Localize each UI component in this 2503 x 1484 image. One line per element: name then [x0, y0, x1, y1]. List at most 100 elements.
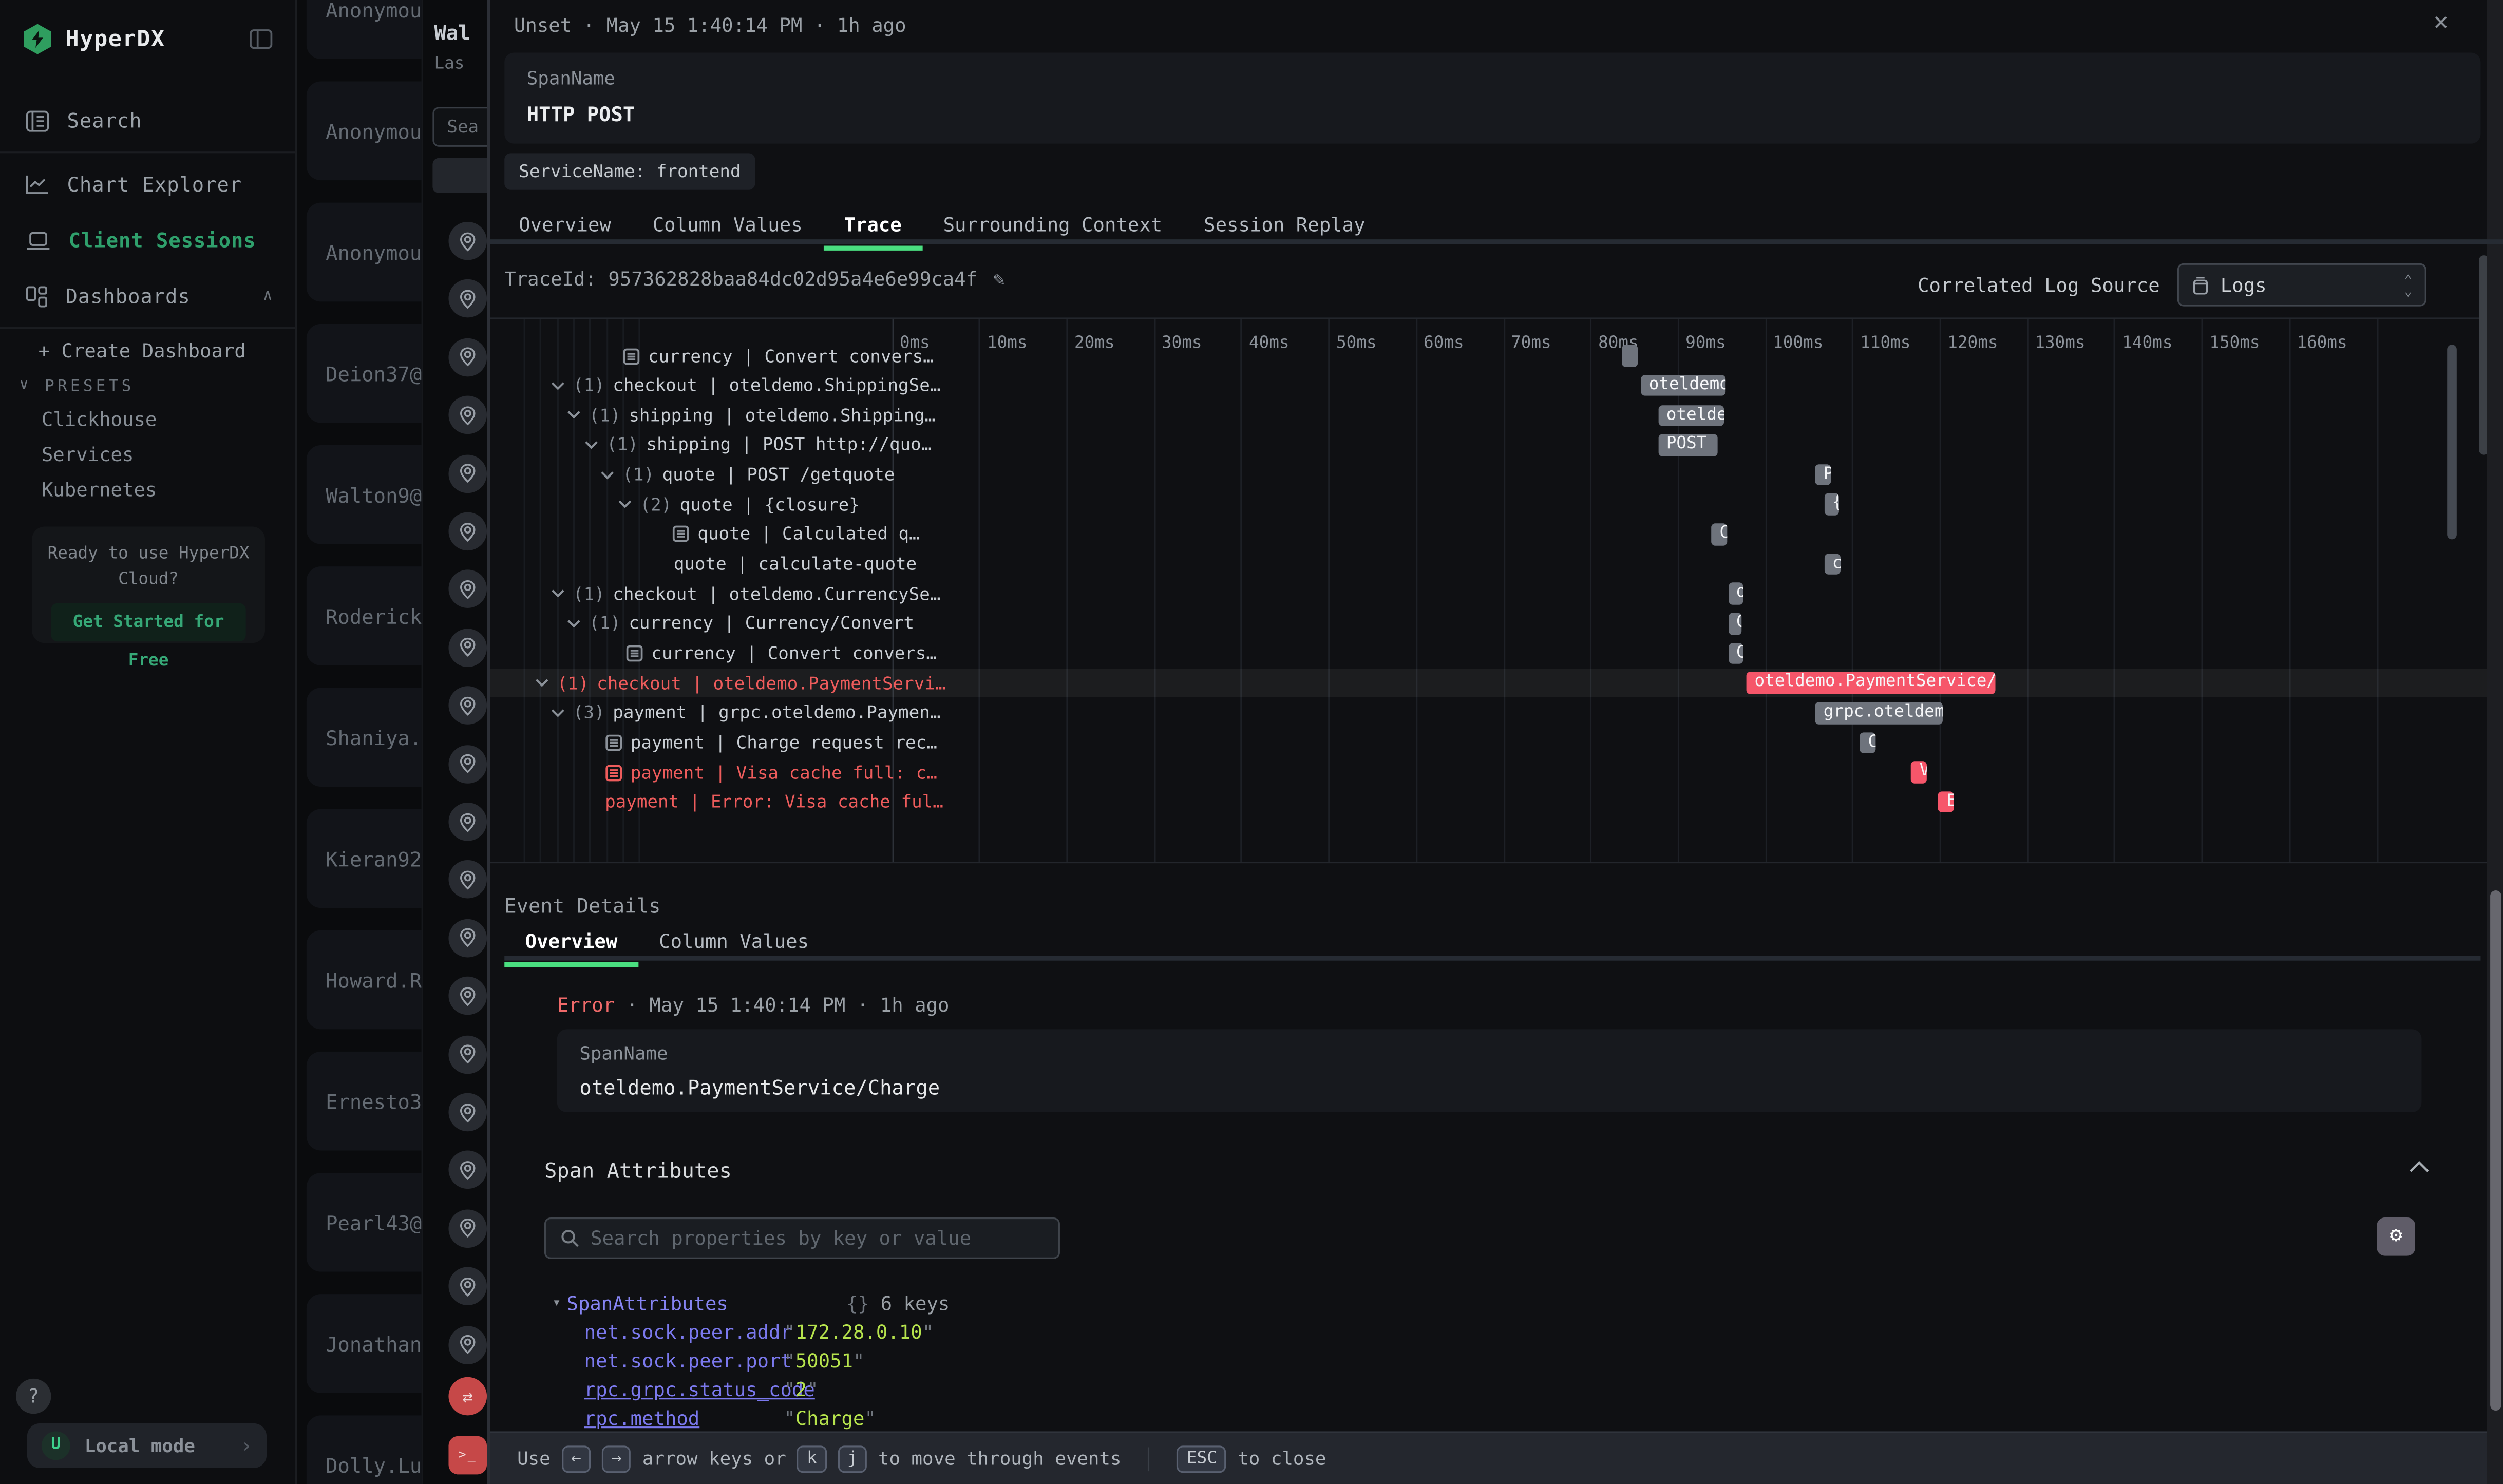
sidebar-preset-kubernetes[interactable]: Kubernetes: [41, 479, 157, 501]
trace-tree-row[interactable]: (1) shipping | POST http://quo… POST ht: [490, 430, 2503, 460]
chevron-down-icon[interactable]: [535, 678, 549, 688]
attr-row[interactable]: rpc.method "Charge": [553, 1404, 950, 1433]
trace-tree-row[interactable]: (1) checkout | oteldemo.CurrencySe… o: [490, 579, 2503, 609]
create-dashboard-button[interactable]: + Create Dashboard: [38, 339, 246, 362]
location-pin-icon[interactable]: [448, 1209, 487, 1248]
get-started-button[interactable]: Get Started for Free: [51, 603, 246, 670]
location-pin-icon[interactable]: [448, 396, 487, 434]
tab-trace[interactable]: Trace: [823, 203, 923, 251]
service-name-chip[interactable]: ServiceName: frontend: [504, 153, 755, 190]
location-pin-icon[interactable]: [448, 512, 487, 551]
session-card[interactable]: Shaniya.Sc: [306, 688, 422, 787]
strip-search-input[interactable]: Sea: [432, 107, 487, 147]
tab-surrounding-context[interactable]: Surrounding Context: [943, 214, 1163, 236]
sidebar-preset-services[interactable]: Services: [41, 443, 134, 466]
sidebar-item-search[interactable]: Search: [0, 92, 295, 148]
trace-tree-row[interactable]: payment | Error: Visa cache ful… E: [490, 787, 2503, 817]
span-duration-bar[interactable]: C: [1728, 642, 1743, 664]
span-duration-bar[interactable]: C: [1728, 613, 1742, 635]
trace-tree-row[interactable]: (1) shipping | oteldemo.Shipping… oteldemo: [490, 401, 2503, 430]
help-button[interactable]: ?: [16, 1378, 51, 1414]
trace-tree-row[interactable]: payment | Charge request rec… C: [490, 728, 2503, 757]
trace-tree-row[interactable]: currency | Convert convers…: [490, 341, 2503, 371]
location-pin-icon[interactable]: [448, 686, 487, 725]
location-pin-icon[interactable]: [448, 861, 487, 899]
session-card[interactable]: Walton9@ho: [306, 445, 422, 544]
session-card[interactable]: Deion37@gm: [306, 324, 422, 423]
sidebar-collapse-icon[interactable]: [249, 29, 273, 49]
span-duration-bar[interactable]: V: [1911, 762, 1927, 784]
chevron-down-icon[interactable]: [566, 619, 581, 629]
attr-root-row[interactable]: ▾ SpanAttributes {} 6 keys: [553, 1289, 950, 1318]
chevron-down-icon[interactable]: [600, 470, 615, 480]
strip-filter-button[interactable]: H: [432, 158, 487, 194]
modal-scrollbar[interactable]: [2479, 255, 2489, 455]
chevron-up-icon[interactable]: [2409, 1160, 2430, 1173]
location-pin-icon[interactable]: [448, 744, 487, 783]
location-pin-icon[interactable]: [448, 919, 487, 957]
span-duration-bar[interactable]: grpc.oteldemo.: [1815, 702, 1942, 724]
span-duration-bar[interactable]: oteldemo: [1658, 404, 1724, 426]
event-tab-column-values[interactable]: Column Values: [659, 930, 809, 953]
session-card[interactable]: Anonymous: [306, 202, 422, 302]
trace-tree-row[interactable]: (1) currency | Currency/Convert C: [490, 609, 2503, 639]
trace-tree-row[interactable]: (1) quote | POST /getquote P: [490, 460, 2503, 490]
span-duration-bar[interactable]: c: [1824, 553, 1841, 575]
chevron-down-icon[interactable]: [551, 589, 565, 599]
trace-tree-row[interactable]: currency | Convert convers… C: [490, 639, 2503, 669]
location-pin-icon[interactable]: [448, 1151, 487, 1190]
location-pin-icon[interactable]: [448, 221, 487, 260]
location-pin-icon[interactable]: [448, 1093, 487, 1132]
session-card[interactable]: Kieran92@h: [306, 809, 422, 908]
span-duration-bar[interactable]: o: [1728, 583, 1743, 605]
sidebar-item-chart-explorer[interactable]: Chart Explorer: [0, 157, 295, 213]
span-duration-bar[interactable]: oteldemo.Shi: [1641, 374, 1726, 396]
gear-icon[interactable]: ⚙: [2377, 1217, 2416, 1256]
span-duration-bar[interactable]: E: [1938, 791, 1955, 813]
session-card[interactable]: Anonymous: [306, 81, 422, 181]
chevron-down-icon[interactable]: [551, 381, 565, 391]
attributes-search-input[interactable]: Search properties by key or value: [544, 1217, 1060, 1259]
trace-tree-row[interactable]: quote | calculate-quote c: [490, 549, 2503, 579]
location-pin-icon[interactable]: [448, 280, 487, 318]
span-duration-bar[interactable]: POST ht: [1658, 434, 1718, 456]
attr-row[interactable]: rpc.grpc.status_code "2": [553, 1376, 950, 1404]
span-duration-bar[interactable]: [1621, 345, 1639, 367]
session-card[interactable]: Anonymous: [306, 0, 422, 59]
session-card[interactable]: Jonathan.B: [306, 1294, 422, 1393]
location-pin-icon[interactable]: [448, 1325, 487, 1364]
session-card[interactable]: Howard.Run: [306, 930, 422, 1030]
trace-tree-row[interactable]: (1) checkout | oteldemo.PaymentServi… otel…: [490, 668, 2503, 698]
location-pin-icon[interactable]: [448, 628, 487, 667]
sidebar-item-client-sessions[interactable]: Client Sessions: [0, 212, 295, 268]
trace-tree-row[interactable]: quote | Calculated q… C: [490, 520, 2503, 549]
location-pin-icon[interactable]: [448, 1267, 487, 1306]
session-card[interactable]: Ernesto33@: [306, 1051, 422, 1151]
close-icon[interactable]: ×: [2433, 6, 2449, 37]
span-duration-bar[interactable]: C: [1711, 523, 1727, 545]
tab-column-values[interactable]: Column Values: [652, 214, 803, 236]
session-card[interactable]: Roderick_S: [306, 566, 422, 665]
trace-tree-row[interactable]: (3) payment | grpc.oteldemo.Paymen… grpc.o…: [490, 698, 2503, 728]
edit-icon[interactable]: ✎: [993, 268, 1005, 291]
waterfall-scrollbar[interactable]: [2447, 345, 2457, 540]
location-pin-icon[interactable]: [448, 1035, 487, 1074]
chevron-down-icon[interactable]: [584, 441, 599, 450]
attr-row[interactable]: net.sock.peer.addr "172.28.0.10": [553, 1318, 950, 1347]
trace-tree-row[interactable]: (2) quote | {closure} {: [490, 490, 2503, 520]
sidebar-item-dashboards[interactable]: Dashboards ∧: [0, 268, 295, 324]
session-card[interactable]: Dolly.Lubo: [306, 1415, 422, 1484]
chevron-down-icon[interactable]: [618, 500, 632, 509]
sidebar-preset-clickhouse[interactable]: Clickhouse: [41, 408, 157, 431]
log-source-select[interactable]: Logs ⌃ ⌄: [2177, 263, 2426, 307]
chevron-down-icon[interactable]: [551, 708, 565, 718]
span-duration-bar[interactable]: oteldemo.PaymentService/Char: [1746, 672, 1996, 694]
location-pin-icon[interactable]: [448, 338, 487, 376]
span-duration-bar[interactable]: C: [1860, 732, 1875, 754]
location-pin-icon[interactable]: [448, 570, 487, 609]
window-scrollbar-thumb[interactable]: [2490, 890, 2501, 1411]
location-pin-icon[interactable]: [448, 977, 487, 1015]
event-tab-overview[interactable]: Overview: [504, 919, 638, 967]
presets-group-label[interactable]: ∨ PRESETS: [19, 376, 135, 396]
tab-session-replay[interactable]: Session Replay: [1204, 214, 1366, 236]
